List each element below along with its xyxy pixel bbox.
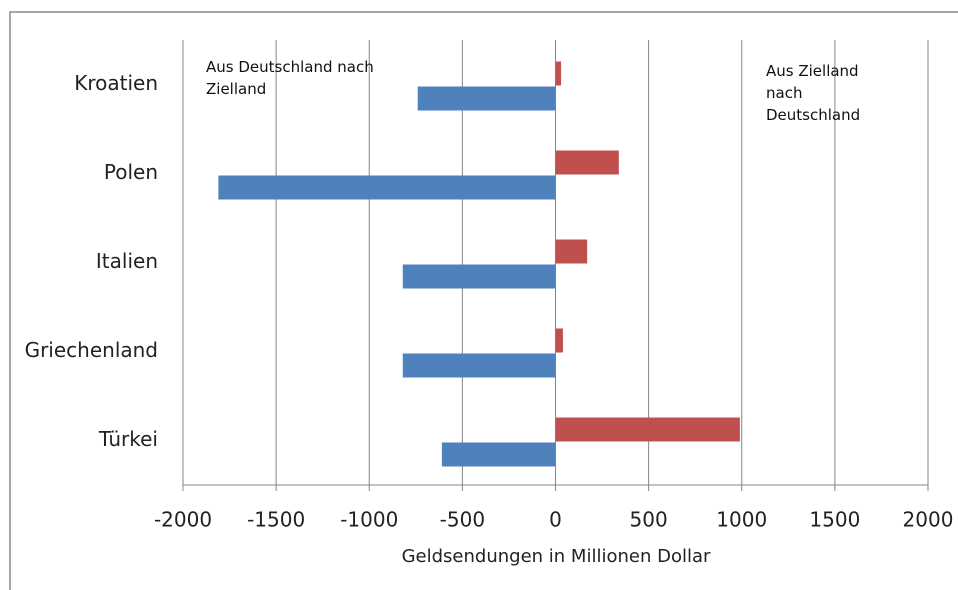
bar — [555, 328, 563, 353]
x-tick-label: -1500 — [247, 508, 305, 532]
x-tick-label: -500 — [440, 508, 485, 532]
bar — [402, 353, 556, 378]
bar — [555, 61, 562, 86]
x-tick-label: -1000 — [340, 508, 398, 532]
x-tick-label: 1000 — [716, 508, 767, 532]
bar — [555, 150, 619, 175]
series-annotation: Aus Deutschland nach Zielland — [206, 58, 374, 98]
bar — [417, 86, 556, 111]
bar — [555, 239, 588, 264]
x-tick-label: 2000 — [903, 508, 954, 532]
y-tick-label: Polen — [104, 160, 158, 184]
bar — [441, 442, 556, 467]
bar — [402, 264, 556, 289]
y-tick-label: Italien — [96, 249, 158, 273]
y-tick-label: Griechenland — [25, 338, 158, 362]
x-tick-label: 1500 — [809, 508, 860, 532]
y-tick-label: Türkei — [98, 427, 158, 451]
x-tick-label: 0 — [549, 508, 562, 532]
bar — [218, 175, 556, 200]
x-axis-label: Geldsendungen in Millionen Dollar — [402, 546, 711, 567]
chart-frame — [9, 11, 958, 590]
x-tick-label: -2000 — [154, 508, 212, 532]
bar — [555, 417, 740, 442]
y-tick-label: Kroatien — [74, 71, 158, 95]
series-annotation: Aus Zielland nach Deutschland — [766, 62, 861, 124]
x-tick-label: 500 — [630, 508, 668, 532]
